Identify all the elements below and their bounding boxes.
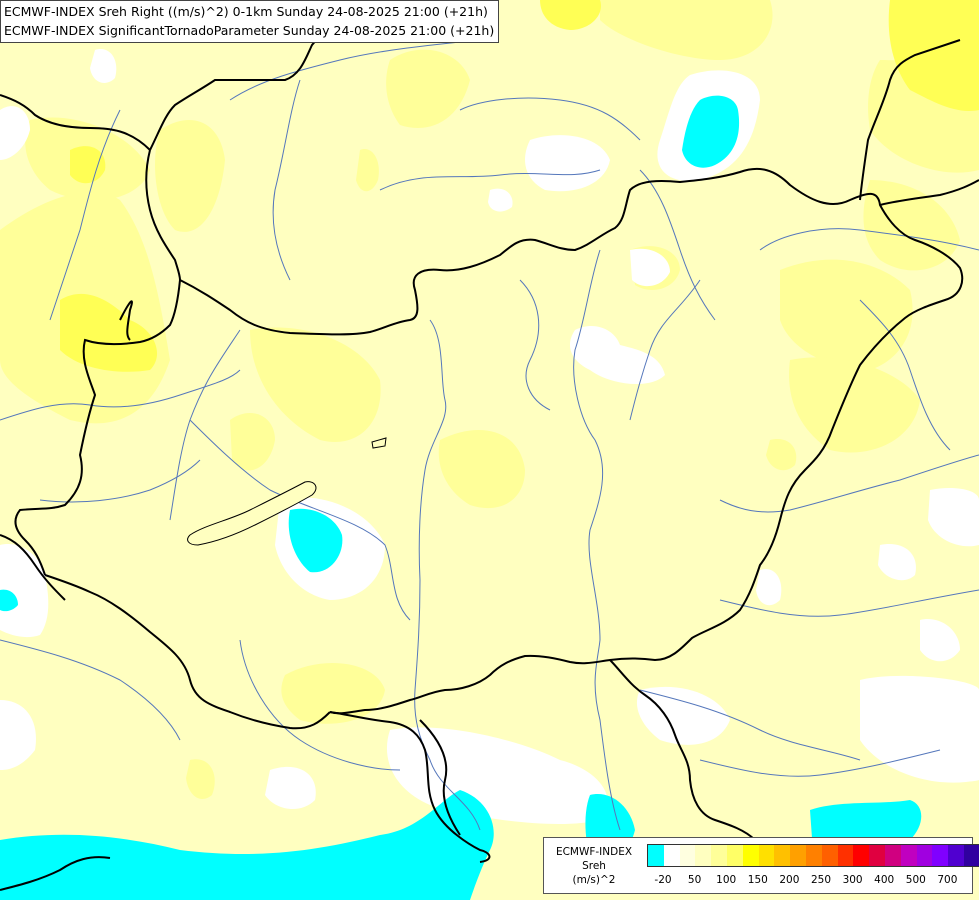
legend-swatch <box>711 845 727 866</box>
legend-swatch <box>948 845 964 866</box>
legend-swatch <box>853 845 870 866</box>
legend-tick-label: 100 <box>716 874 737 886</box>
legend-swatch <box>837 845 854 866</box>
legend-tick-label: 400 <box>874 874 895 886</box>
legend-swatch <box>742 845 759 866</box>
legend-swatch <box>805 845 822 866</box>
legend-swatch <box>648 845 664 866</box>
legend-swatch <box>679 845 696 866</box>
lakes <box>187 437 387 546</box>
legend-parameter: Sreh <box>582 860 606 872</box>
legend-tick-label: 700 <box>937 874 958 886</box>
legend-swatch <box>758 845 775 866</box>
map-title-line-1: ECMWF-INDEX Sreh Right ((m/s)^2) 0-1km S… <box>4 4 488 19</box>
legend-color-scale <box>647 844 979 867</box>
legend-swatch <box>916 845 933 866</box>
legend-swatch <box>963 845 979 866</box>
legend-swatch <box>695 845 712 866</box>
legend-unit: (m/s)^2 <box>572 874 616 886</box>
national-borders <box>0 9 979 891</box>
legend-tick-label: 200 <box>779 874 800 886</box>
legend-swatch <box>790 845 806 866</box>
legend-tick-label: 150 <box>747 874 768 886</box>
rivers <box>0 39 979 831</box>
legend-swatch <box>884 845 901 866</box>
map-title-line-2: ECMWF-INDEX SignificantTornadoParameter … <box>4 23 495 38</box>
legend-swatch <box>774 845 791 866</box>
legend-tick-label: 500 <box>905 874 926 886</box>
legend-tick-label: 250 <box>810 874 832 886</box>
legend-swatch <box>900 845 917 866</box>
legend-tick-label: -20 <box>654 874 672 886</box>
legend-tick-label: 300 <box>842 874 863 886</box>
legend-swatch <box>726 845 743 866</box>
legend-swatch <box>932 845 949 866</box>
legend-tick-label: 50 <box>687 874 702 886</box>
legend-source: ECMWF-INDEX <box>555 846 633 858</box>
legend-swatch <box>663 845 680 866</box>
map-title-box: ECMWF-INDEX Sreh Right ((m/s)^2) 0-1km S… <box>0 0 500 43</box>
color-legend: ECMWF-INDEX Sreh (m/s)^2 -20 50 100 150 200 2… <box>543 837 979 894</box>
legend-swatch <box>821 845 838 866</box>
legend-swatch <box>869 845 885 866</box>
